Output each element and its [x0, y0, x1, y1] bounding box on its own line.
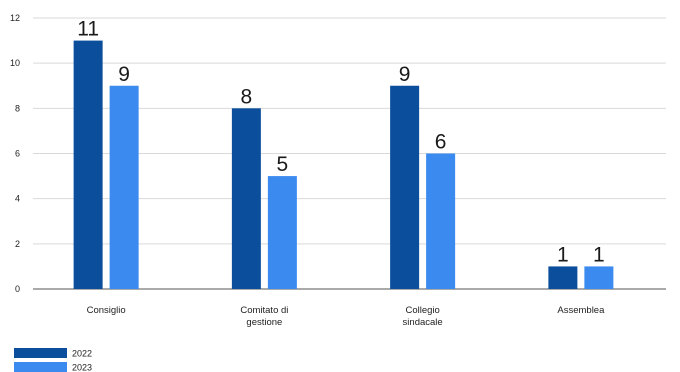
- legend-swatch-2022: [14, 348, 67, 358]
- bar-2022: [548, 266, 578, 289]
- y-axis: 0 2 4 6 8 10 12: [10, 13, 20, 294]
- bar-2022: [390, 85, 420, 289]
- x-tick-label: Consiglio: [87, 305, 126, 316]
- data-label: 6: [435, 131, 447, 154]
- data-label: 1: [593, 243, 605, 266]
- x-tick-label: Comitato di: [240, 305, 288, 316]
- y-tick-label: 12: [10, 13, 20, 23]
- legend-swatch-2023: [14, 362, 67, 372]
- bar-2022: [73, 40, 103, 290]
- bar-2023: [584, 266, 614, 289]
- bar-2022: [231, 108, 261, 289]
- bar-2023: [109, 85, 139, 289]
- x-tick-label: gestione: [246, 317, 282, 328]
- y-tick-label: 6: [15, 149, 20, 159]
- data-label: 11: [77, 18, 99, 41]
- data-label: 8: [241, 85, 253, 108]
- legend-label: 2023: [72, 363, 92, 372]
- bar-2023: [267, 176, 297, 289]
- y-tick-label: 0: [15, 284, 20, 294]
- data-label: 1: [557, 243, 569, 266]
- data-label: 5: [277, 153, 289, 176]
- y-tick-label: 2: [15, 239, 20, 249]
- legend: 2022 2023: [14, 348, 92, 372]
- y-tick-label: 10: [10, 58, 20, 68]
- data-label: 9: [399, 63, 411, 86]
- y-tick-label: 4: [15, 194, 20, 204]
- legend-label: 2022: [72, 349, 92, 359]
- x-tick-label: sindacale: [403, 317, 443, 328]
- bar-2023: [426, 153, 456, 289]
- x-tick-label: Assemblea: [557, 305, 605, 316]
- x-tick-label: Collegio: [405, 305, 439, 316]
- y-tick-label: 8: [15, 103, 20, 113]
- data-label: 9: [118, 63, 130, 86]
